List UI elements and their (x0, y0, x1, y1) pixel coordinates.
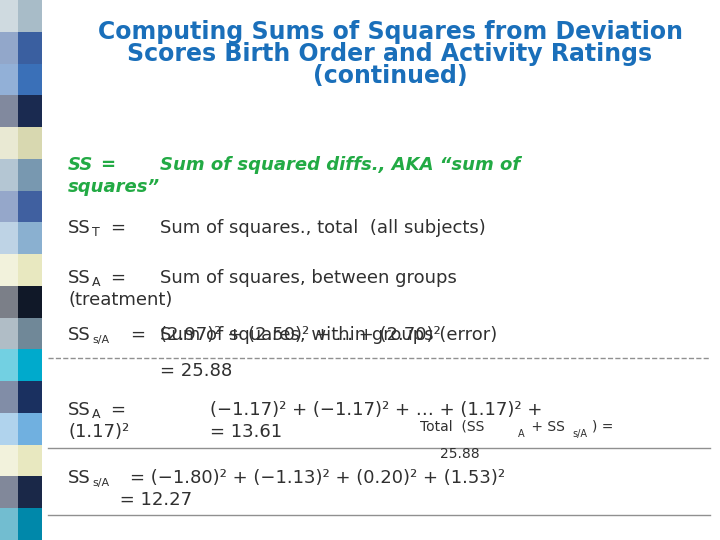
Bar (0, 445, 42, 476)
Bar (0, 64, 42, 95)
Text: SS: SS (68, 156, 94, 174)
Text: SS: SS (68, 219, 91, 237)
Bar (0, 0, 42, 32)
Text: =: = (110, 219, 125, 237)
Text: SS: SS (68, 469, 91, 487)
Bar (0, 159, 42, 191)
Text: SS: SS (68, 326, 91, 344)
Text: SS: SS (68, 269, 91, 287)
Text: (−1.17)² + (−1.17)² + … + (1.17)² +: (−1.17)² + (−1.17)² + … + (1.17)² + (210, 401, 542, 419)
Text: (1.17)²: (1.17)² (68, 423, 130, 441)
Bar (0, 32, 42, 64)
Text: s/A: s/A (92, 335, 109, 345)
Text: =: = (110, 401, 125, 419)
Bar (0, 286, 42, 318)
Text: A: A (92, 408, 101, 422)
Bar (0, 349, 42, 381)
Text: 25.88: 25.88 (440, 447, 480, 461)
Text: = 25.88: = 25.88 (160, 362, 233, 380)
Text: =: = (100, 156, 115, 174)
Bar (0, 222, 42, 254)
Bar (0, 381, 42, 413)
Text: Sum of squares, between groups: Sum of squares, between groups (160, 269, 457, 287)
Text: = 13.61: = 13.61 (210, 423, 282, 441)
Text: (continued): (continued) (312, 64, 467, 88)
Text: =: = (110, 269, 125, 287)
Text: = (−1.80)² + (−1.13)² + (0.20)² + (1.53)²: = (−1.80)² + (−1.13)² + (0.20)² + (1.53)… (130, 469, 505, 487)
Bar (0, 0, 18, 540)
Text: A: A (518, 429, 525, 439)
Bar (0, 508, 42, 540)
Text: ) =: ) = (592, 420, 613, 434)
Text: Computing Sums of Squares from Deviation: Computing Sums of Squares from Deviation (97, 20, 683, 44)
Bar (0, 318, 42, 349)
Text: squares”: squares” (68, 178, 160, 196)
Text: s/A: s/A (572, 429, 587, 439)
Bar (0, 254, 42, 286)
Text: (2.97)² + (2.50)² + ... + (2.70)²: (2.97)² + (2.50)² + ... + (2.70)² (160, 326, 441, 344)
Text: = 12.27: = 12.27 (68, 491, 192, 509)
Text: Sum of squared diffs., AKA “sum of: Sum of squared diffs., AKA “sum of (160, 156, 521, 174)
Bar (0, 191, 42, 222)
Text: Scores Birth Order and Activity Ratings: Scores Birth Order and Activity Ratings (127, 42, 652, 66)
Text: + SS: + SS (527, 420, 565, 434)
Text: (treatment): (treatment) (68, 291, 172, 309)
Bar (0, 476, 42, 508)
Text: Total  (SS: Total (SS (420, 420, 485, 434)
Bar (0, 95, 42, 127)
Text: =: = (130, 326, 145, 344)
Text: A: A (92, 276, 101, 289)
Text: SS: SS (68, 401, 91, 419)
Text: T: T (92, 226, 100, 240)
Bar (0, 413, 42, 445)
Text: Sum of squares., total  (all subjects): Sum of squares., total (all subjects) (160, 219, 486, 237)
Bar (0, 127, 42, 159)
Text: Sum of squares, within groups (error): Sum of squares, within groups (error) (160, 326, 498, 344)
Text: s/A: s/A (92, 478, 109, 488)
